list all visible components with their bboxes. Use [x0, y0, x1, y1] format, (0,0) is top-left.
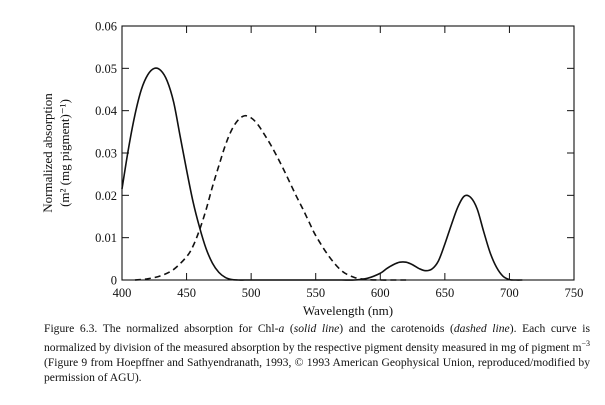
plot-frame [121, 25, 575, 281]
x-tick-label: 650 [435, 286, 454, 300]
absorption-chart: 0 0.01 0.02 0.03 0.04 0.05 0.06 400 450 500 550 60… [40, 20, 584, 319]
y-tick-label: 0.02 [95, 189, 117, 203]
y-tick-label: 0.04 [95, 104, 118, 118]
y-tick-label: 0.06 [95, 20, 117, 34]
plot-series [121, 67, 523, 281]
x-axis: 400 450 500 550 600 650 700 750 [113, 26, 584, 300]
y-axis-label-line1: Normalized absorption [40, 93, 55, 213]
y-axis-label-line2: (m² (mg pigment)⁻¹) [57, 99, 72, 207]
caption-chl-a: a [278, 322, 285, 335]
x-tick-label: 700 [500, 286, 519, 300]
figure-caption: Figure 6.3. The normalized absorption fo… [44, 322, 590, 385]
x-tick-label: 400 [113, 286, 132, 300]
x-tick-label: 600 [371, 286, 390, 300]
x-tick-label: 550 [306, 286, 325, 300]
y-axis: 0 0.01 0.02 0.03 0.04 0.05 0.06 [95, 20, 574, 288]
y-tick-label: 0.01 [95, 231, 117, 245]
x-axis-label: Wavelength (nm) [303, 303, 393, 318]
x-tick-label: 450 [177, 286, 196, 300]
chl-a-solid-curve [121, 67, 523, 281]
plot-border [121, 25, 575, 281]
x-tick-label: 500 [242, 286, 261, 300]
y-tick-label: 0.03 [95, 147, 117, 161]
carotenoid-dashed-curve [134, 114, 407, 281]
caption-solid-line: solid line [293, 322, 340, 335]
caption-dashed-line: dashed line [453, 322, 510, 335]
y-tick-label: 0 [111, 274, 117, 288]
caption-exponent: −3 [581, 339, 590, 349]
y-tick-label: 0.05 [95, 62, 117, 76]
x-tick-label: 750 [565, 286, 584, 300]
